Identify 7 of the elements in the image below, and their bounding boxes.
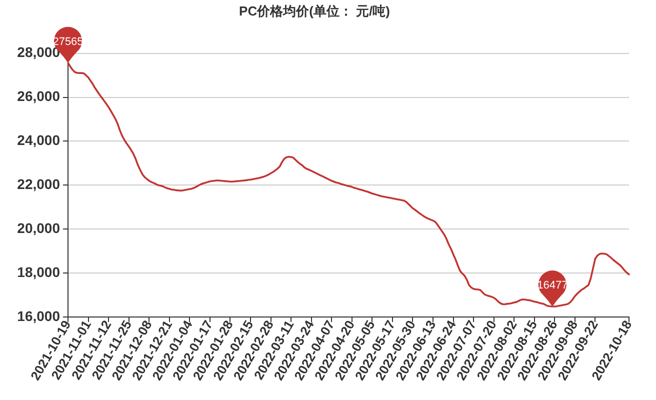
chart-title: PC价格均价(单位： 元/吨) [239,3,390,18]
y-tick-label: 22,000 [17,176,60,192]
y-tick-label: 18,000 [17,264,60,280]
y-tick-label: 24,000 [17,132,60,148]
y-tick-label: 20,000 [17,220,60,236]
annotation: 16477 [537,280,568,292]
y-tick-label: 26,000 [17,88,60,104]
